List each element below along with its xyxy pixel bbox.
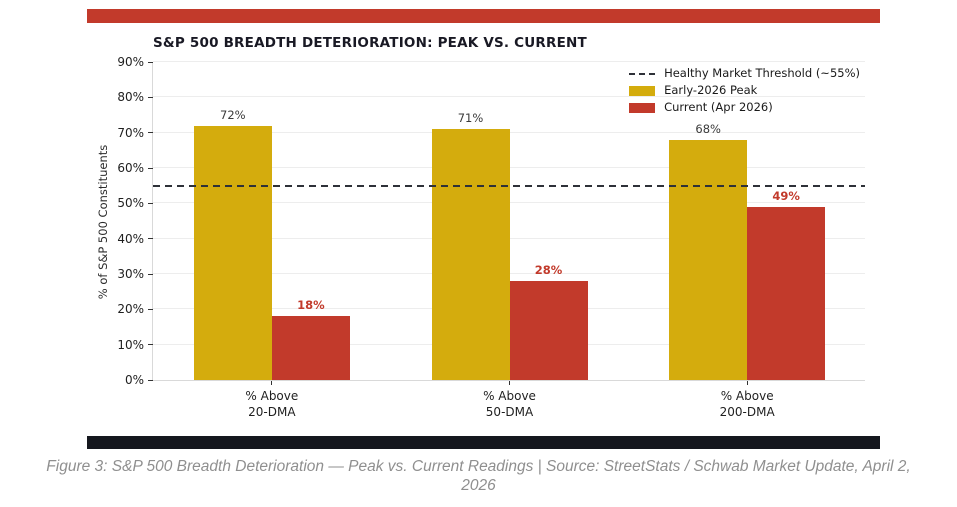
x-tick-label: % Above 20-DMA (245, 389, 299, 420)
x-tick-mark (271, 381, 273, 385)
color-swatch-icon (629, 85, 656, 96)
bottom-accent-bar (87, 436, 880, 449)
y-tick-mark (148, 96, 153, 98)
y-tick-mark (148, 61, 153, 63)
bar-early-2026-peak (669, 139, 748, 380)
legend: Healthy Market Threshold (~55%) Early-202… (629, 67, 860, 114)
y-tick-mark (148, 273, 153, 275)
y-tick-label: 80% (117, 90, 144, 105)
bar-early-2026-peak (193, 125, 272, 380)
dashed-line-sample (629, 72, 656, 75)
y-tick-mark (148, 132, 153, 134)
y-tick-label: 60% (117, 161, 144, 175)
y-tick-mark (148, 167, 153, 169)
legend-label: Healthy Market Threshold (~55%) (664, 66, 860, 80)
y-tick-mark (148, 202, 153, 204)
y-tick-label: 70% (117, 125, 144, 140)
plot-area: 0% 10% 20% 30% 40% 50% 60% 70% 80% 90% % Above 20-… (117, 55, 865, 419)
figure-caption: Figure 3: S&P 500 Breadth Deterioration … (0, 458, 957, 496)
grid-line (153, 61, 865, 62)
legend-item: Healthy Market Threshold (~55%) (629, 67, 860, 80)
legend-label: Early-2026 Peak (664, 83, 758, 97)
y-tick-label: 30% (117, 267, 144, 281)
threshold-line (153, 184, 865, 187)
bar-value-label: 18% (297, 298, 325, 313)
x-tick-label: % Above 50-DMA (483, 389, 536, 420)
top-accent-bar (87, 9, 880, 23)
y-tick-label: 40% (117, 231, 144, 246)
bar-early-2026-peak (431, 129, 510, 380)
y-tick-label: 50% (117, 196, 144, 211)
x-tick-mark (509, 381, 510, 385)
y-tick-mark (148, 238, 153, 240)
y-tick-label: 0% (124, 373, 144, 387)
bar-value-label: 72% (220, 107, 246, 122)
legend-item: Current (Apr 2026) (629, 101, 860, 114)
legend-label: Current (Apr 2026) (664, 100, 773, 114)
grid-line (153, 96, 865, 98)
x-tick-label: % Above 200-DMA (719, 389, 775, 420)
chart-title: S&P 500 BREADTH DETERIORATION: PEAK VS. … (153, 35, 587, 51)
x-tick-mark (746, 381, 748, 385)
bar-value-label: 71% (457, 111, 484, 126)
y-tick-label: 20% (117, 302, 144, 317)
bar-value-label: 68% (695, 121, 721, 136)
bar-current-apr-2026- (747, 206, 826, 380)
y-tick-mark (148, 379, 153, 381)
y-tick-mark (148, 308, 153, 310)
figure-caption-line-1: Figure 3: S&P 500 Breadth Deterioration … (46, 458, 911, 475)
legend-item: Early-2026 Peak (629, 84, 860, 97)
y-tick-label: 10% (117, 337, 144, 352)
figure-caption-line-2: 2026 (461, 476, 496, 494)
bar-current-apr-2026- (271, 316, 350, 380)
y-tick-label: 90% (117, 55, 144, 69)
y-tick-mark (148, 344, 153, 346)
bar-value-label: 49% (772, 188, 800, 203)
bar-current-apr-2026- (509, 281, 588, 380)
bar-value-label: 28% (534, 263, 563, 278)
color-swatch-icon (629, 102, 656, 113)
